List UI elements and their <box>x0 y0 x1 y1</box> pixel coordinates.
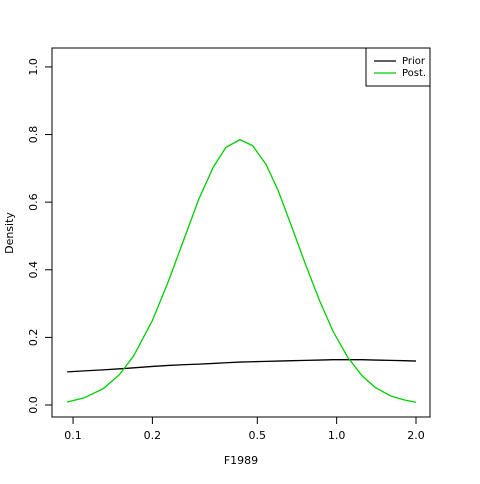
y-tick-label: 0.6 <box>27 193 40 211</box>
x-tick-label: 0.5 <box>249 429 267 442</box>
legend-label: Prior <box>402 56 426 67</box>
x-tick-label: 2.0 <box>407 429 425 442</box>
legend-label: Post. <box>402 68 426 79</box>
legend-box <box>365 47 431 87</box>
x-axis-label: F1989 <box>224 454 258 467</box>
series-line <box>67 359 417 373</box>
x-tick-label: 0.2 <box>144 429 162 442</box>
y-tick-label: 0.8 <box>27 126 40 144</box>
y-axis-label: Density <box>3 212 16 254</box>
y-tick-label: 0.2 <box>27 329 40 347</box>
y-tick-label: 1.0 <box>27 58 40 76</box>
series-line <box>67 138 417 403</box>
x-tick-label: 1.0 <box>328 429 346 442</box>
x-tick-label: 0.1 <box>64 429 82 442</box>
y-tick-label: 0.4 <box>27 261 40 279</box>
y-tick-label: 0.0 <box>27 396 40 414</box>
